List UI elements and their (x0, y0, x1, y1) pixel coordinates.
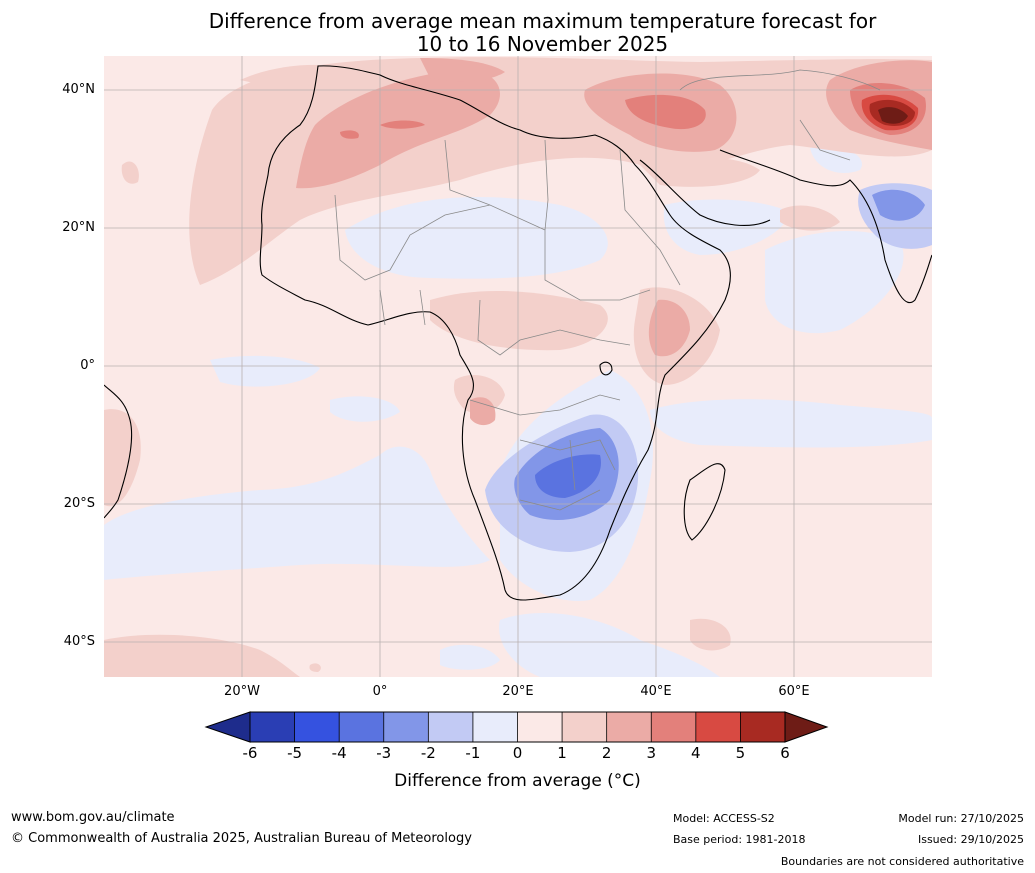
lat-label-20n: 20°N (62, 220, 95, 235)
colorbar-swatch (294, 712, 340, 742)
colorbar-swatch (606, 712, 652, 742)
title-line-1: Difference from average mean maximum tem… (208, 9, 877, 33)
title-line-2: 10 to 16 November 2025 (416, 32, 669, 56)
colorbar-tick-label: 6 (780, 744, 790, 762)
colorbar-tick-label: 1 (557, 744, 567, 762)
colorbar-tick-label: -6 (242, 744, 258, 762)
colorbar-tick-label: -2 (420, 744, 436, 762)
colorbar-tick-label: -3 (376, 744, 392, 762)
country-borders (334, 69, 881, 511)
colorbar-swatch (740, 712, 786, 742)
graticule (104, 56, 932, 677)
footer-base-period: Base period: 1981-2018 (673, 833, 806, 846)
colorbar-arrow-low (204, 711, 251, 743)
lon-label-0: 0° (372, 684, 388, 699)
colorbar (204, 711, 829, 743)
colorbar-tick-label: 4 (691, 744, 701, 762)
lat-label-0: 0° (80, 358, 95, 373)
colorbar-tick-label: 2 (601, 744, 612, 762)
footer-model-run: Model run: 27/10/2025 (898, 812, 1024, 825)
colorbar-arrow-high (784, 711, 829, 743)
colorbar-swatch (428, 712, 474, 742)
footer-issued: Issued: 29/10/2025 (917, 833, 1024, 846)
colorbar-swatches (204, 711, 829, 743)
colorbar-tick-label: -4 (331, 744, 347, 762)
map-panel (104, 56, 932, 677)
lat-label-20s: 20°S (63, 496, 95, 511)
lat-label-40n: 40°N (62, 82, 95, 97)
lat-label-40s: 40°S (63, 634, 95, 649)
footer-disclaimer: Boundaries are not considered authoritat… (780, 855, 1024, 868)
colorbar-swatch (383, 712, 429, 742)
colorbar-frame (249, 711, 786, 743)
lon-label-60e: 60°E (778, 684, 810, 699)
lon-label-20e: 20°E (502, 684, 534, 699)
footer-copyright: © Commonwealth of Australia 2025, Austra… (11, 831, 472, 846)
colorbar-swatch (517, 712, 563, 742)
colorbar-tick-label: -5 (287, 744, 303, 762)
colorbar-label: Difference from average (°C) (394, 771, 641, 791)
footer-url[interactable]: www.bom.gov.au/climate (11, 810, 175, 825)
coastlines (104, 65, 932, 601)
colorbar-swatch (339, 712, 385, 742)
anomaly-warm-exceeding (878, 107, 908, 124)
colorbar-swatch (562, 712, 608, 742)
chart-title: Difference from average mean maximum tem… (0, 10, 1035, 56)
colorbar-swatch (695, 712, 741, 742)
lon-label-20w: 20°W (224, 684, 260, 699)
colorbar-swatch (472, 712, 518, 742)
colorbar-tick-label: 0 (512, 744, 523, 762)
lon-label-40e: 40°E (640, 684, 672, 699)
colorbar-tick-label: 5 (735, 744, 746, 762)
colorbar-tick-label: -1 (465, 744, 481, 762)
colorbar-swatch (250, 712, 296, 742)
anomaly-cool-very-strong (535, 454, 601, 498)
colorbar-tick-label: 3 (646, 744, 657, 762)
footer-model: Model: ACCESS-S2 (673, 812, 775, 825)
colorbar-swatch (651, 712, 697, 742)
